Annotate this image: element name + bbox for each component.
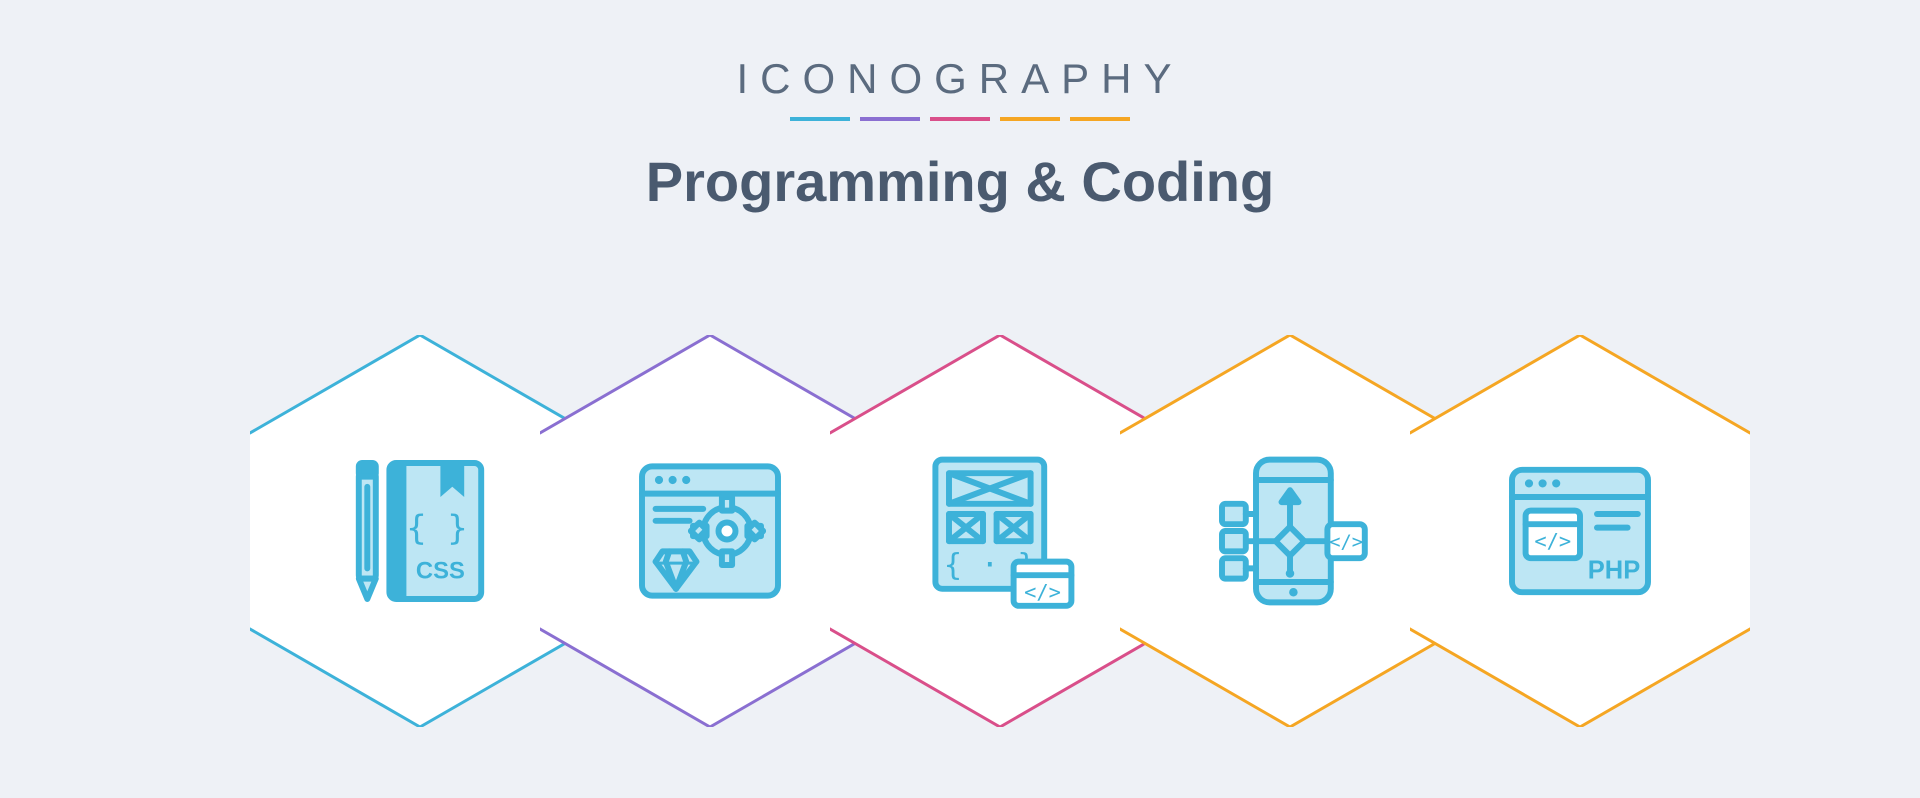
hex-2: { · } </>	[830, 335, 1170, 727]
css-book-icon: { } CSS	[335, 446, 505, 616]
set-title: Programming & Coding	[0, 149, 1920, 214]
hex-4: </> PHP	[1410, 335, 1750, 727]
hex-1	[540, 335, 880, 727]
svg-text:</>: </>	[1024, 580, 1061, 604]
hex-0: { } CSS	[250, 335, 590, 727]
brand-underline	[0, 117, 1920, 121]
app-flow-icon: </>	[1205, 446, 1375, 616]
underline-seg-0	[790, 117, 850, 121]
underline-seg-2	[930, 117, 990, 121]
icon-stage: { } CSS	[0, 295, 1920, 775]
css-label: CSS	[416, 558, 465, 585]
dev-settings-icon	[625, 446, 795, 616]
underline-seg-1	[860, 117, 920, 121]
svg-text:</>: </>	[1534, 529, 1571, 553]
underline-seg-4	[1070, 117, 1130, 121]
wireframe-code-icon: { · } </>	[915, 446, 1085, 616]
php-browser-icon: </> PHP	[1495, 446, 1665, 616]
underline-seg-3	[1000, 117, 1060, 121]
hex-3: </>	[1120, 335, 1460, 727]
svg-text:{ }: { }	[406, 509, 467, 549]
php-label: PHP	[1588, 557, 1640, 585]
header: ICONOGRAPHY Programming & Coding	[0, 0, 1920, 214]
svg-text:</>: </>	[1329, 532, 1363, 553]
brand-title: ICONOGRAPHY	[0, 55, 1920, 103]
